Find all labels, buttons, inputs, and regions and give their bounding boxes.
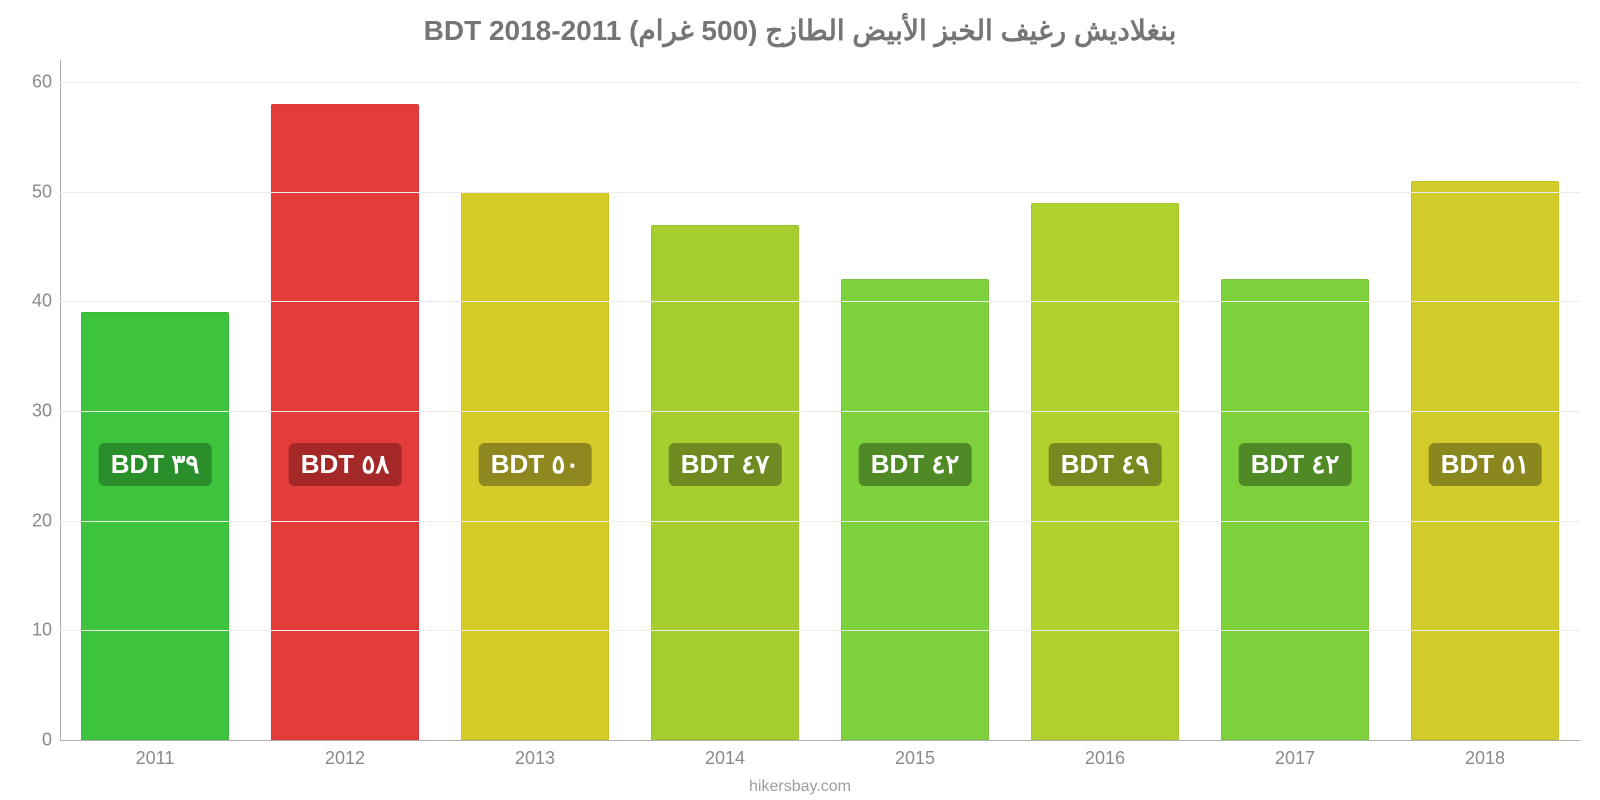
gridline xyxy=(60,521,1580,522)
y-tick-label: 60 xyxy=(12,71,52,92)
bar-value-badge: ٥١ BDT xyxy=(1429,443,1542,486)
y-tick-label: 50 xyxy=(12,181,52,202)
x-tick-label: 2012 xyxy=(325,748,365,769)
bar-value-badge: ٤٢ BDT xyxy=(1239,443,1352,486)
y-tick-label: 20 xyxy=(12,510,52,531)
bar xyxy=(81,312,229,740)
plot-area: ٣٩ BDT ٥٨ BDT ٥٠ BDT ٤٧ BDT ٤٢ BDT ٤٩ BDT ٤٢ B… xyxy=(60,60,1580,740)
bar-value-badge: ٥٨ BDT xyxy=(289,443,402,486)
gridline xyxy=(60,630,1580,631)
bar-value-badge: ٤٧ BDT xyxy=(669,443,782,486)
x-tick-label: 2014 xyxy=(705,748,745,769)
x-tick-label: 2011 xyxy=(136,748,175,769)
y-tick-label: 10 xyxy=(12,620,52,641)
gridline xyxy=(60,301,1580,302)
bar-value-badge: ٤٢ BDT xyxy=(859,443,972,486)
y-tick-label: 0 xyxy=(12,730,52,751)
y-tick-label: 30 xyxy=(12,400,52,421)
x-tick-label: 2016 xyxy=(1085,748,1125,769)
x-tick-label: 2017 xyxy=(1275,748,1315,769)
x-tick-label: 2018 xyxy=(1465,748,1505,769)
attribution-text: hikersbay.com xyxy=(0,778,1600,796)
y-tick-label: 40 xyxy=(12,291,52,312)
x-tick-label: 2013 xyxy=(515,748,555,769)
bar xyxy=(271,104,419,740)
chart-frame: بنغلاديش رغيف الخبز الأبيض الطازج (500 غ… xyxy=(0,0,1600,800)
x-axis-line xyxy=(60,740,1580,741)
bar xyxy=(841,279,989,740)
gridline xyxy=(60,411,1580,412)
bar-value-badge: ٤٩ BDT xyxy=(1049,443,1162,486)
bar-value-badge: ٣٩ BDT xyxy=(99,443,212,486)
gridline xyxy=(60,192,1580,193)
bar-value-badge: ٥٠ BDT xyxy=(479,443,592,486)
chart-title: بنغلاديش رغيف الخبز الأبيض الطازج (500 غ… xyxy=(0,14,1600,47)
gridline xyxy=(60,82,1580,83)
y-axis-line xyxy=(60,60,61,740)
x-tick-label: 2015 xyxy=(895,748,935,769)
bars-layer: ٣٩ BDT ٥٨ BDT ٥٠ BDT ٤٧ BDT ٤٢ BDT ٤٩ BDT ٤٢ B… xyxy=(60,60,1580,740)
bar xyxy=(1221,279,1369,740)
